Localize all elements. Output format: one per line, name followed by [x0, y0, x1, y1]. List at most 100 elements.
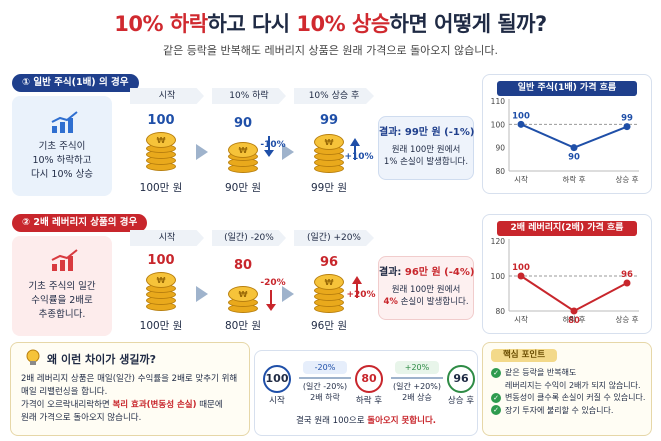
x-tick-label: 하락 후 — [562, 174, 585, 184]
key-points-list: ✓ 같은 등락을 반복해도 레버리지는 수익이 2배가 되지 않습니다. ✓ 변동성… — [491, 367, 651, 417]
line-chart-1: 110 100 90 80 100 시작 90 하락 후 99 상승 후 — [491, 97, 639, 184]
stage-amount: 100만 원 — [139, 182, 183, 194]
result-box: 결과: 96만 원 (-4%) 원래 100만 원에서 4% 손실이 발생합니다… — [378, 256, 474, 320]
stage-amount: 100만 원 — [139, 320, 183, 332]
arrow-up-icon — [350, 138, 360, 160]
data-label: 90 — [568, 153, 580, 163]
key-points-panel: 핵심 포인트 ✓ 같은 등락을 반복해도 레버리지는 수익이 2배가 되지 않습니… — [482, 342, 652, 436]
data-point — [517, 272, 525, 280]
result-body: 원래 100만 원에서 4% 손실이 발생합니다. — [379, 284, 473, 308]
flow-step2-tag: +20% — [395, 361, 439, 374]
chart-title: 2배 레버리지(2배) 가격 흐름 — [497, 221, 637, 236]
flow-step2-desc: (일간 +20%) 2배 상승 — [387, 381, 447, 403]
stage-label: (일간) +20% — [294, 230, 374, 246]
key-point: ✓ 장기 투자에 불리할 수 있습니다. — [491, 405, 651, 418]
coin-stack-icon: ₩ — [228, 140, 260, 174]
x-tick-label: 상승 후 — [615, 314, 638, 324]
flow-start-label: 시작 — [269, 396, 285, 406]
result-heading: 결과: 99만 원 (-1%) — [379, 127, 475, 138]
section1-badge: ① 일반 주식(1배) 의 경우 — [12, 74, 139, 92]
info-line: 추종합니다. — [38, 309, 86, 320]
check-icon: ✓ — [491, 392, 501, 403]
result-heading: 결과: 96만 원 (-4%) — [379, 263, 474, 278]
arrow-down-icon — [266, 290, 276, 311]
change-down-label: -20% — [260, 278, 286, 288]
check-icon: ✓ — [491, 367, 501, 378]
why-line: 원래 가격으로 돌아오지 않습니다. — [21, 413, 142, 423]
flow-panel: 100 시작 -20% (일간 -20%) 2배 하락 80 하락 후 +20% … — [254, 350, 478, 436]
y-tick-label: 80 — [495, 307, 505, 316]
stage-label: 시작 — [130, 88, 204, 104]
coin-stack-icon: ₩ — [314, 274, 346, 314]
change-up-label: +10% — [344, 152, 374, 162]
info-line: 기초 주식이 — [38, 141, 86, 152]
chart-panel-1: 일반 주식(1배) 가격 흐름 110 100 90 80 100 시작 90 하락 후 99 상… — [482, 74, 652, 194]
result-line: 원래 100만 원에서 — [391, 145, 461, 155]
chart-panel-2: 2배 레버리지(2배) 가격 흐름 120 100 80 100 시작 80 하락 후 96 상… — [482, 214, 652, 334]
y-tick-label: 100 — [491, 272, 506, 281]
data-point — [517, 120, 525, 128]
x-tick-label: 하락 후 — [562, 314, 585, 324]
flow-step1-tag: -20% — [303, 361, 347, 374]
key-point-text: 장기 투자에 불리할 수 있습니다. — [505, 405, 614, 415]
coin-stack-icon: ₩ — [228, 284, 260, 314]
x-tick-label: 상승 후 — [615, 174, 638, 184]
y-tick-label: 100 — [491, 120, 506, 129]
stage-value: 80 — [233, 258, 253, 273]
arrow-down-icon — [264, 136, 274, 157]
key-point-text: 변동성이 클수록 손실이 커질 수 있습니다. — [505, 393, 646, 402]
check-icon: ✓ — [491, 405, 501, 415]
info-line: 10% 하락하고 — [32, 155, 92, 166]
flow-step1-desc: (일간 -20%) 2배 하락 — [295, 381, 355, 403]
arrow-right-icon — [196, 144, 208, 160]
key-point-text: 레버리지는 수익이 2배가 되지 않습니다. — [505, 380, 641, 390]
arrow-right-icon — [282, 144, 294, 160]
result-text: 손실이 발생합니다. — [397, 297, 469, 307]
flow-conclusion-highlight: 돌아오지 못합니다. — [367, 416, 436, 426]
flow-desc-line: (일간 -20%) — [302, 382, 348, 391]
arrow-up-icon — [352, 276, 362, 298]
stage-amount: 96만 원 — [310, 320, 348, 332]
chart-up-icon — [51, 249, 78, 271]
stage-value: 100 — [147, 253, 175, 268]
why-text: 때문에 — [196, 400, 223, 410]
data-label: 96 — [621, 270, 633, 280]
flow-desc-line: (일간 +20%) — [393, 382, 441, 391]
stage-value: 99 — [319, 113, 339, 128]
result-line: 4% 손실이 발생합니다. — [379, 296, 473, 308]
series-line — [520, 275, 628, 313]
data-label: 99 — [621, 114, 633, 124]
flow-desc-line: 2배 상승 — [402, 393, 432, 402]
flow-desc-line: 2배 하락 — [310, 393, 340, 402]
why-body: 2배 레버리지 상품은 매일(일간) 수익률을 2배로 맞추기 위해 매일 리밸… — [21, 373, 249, 425]
chart-up-icon — [51, 111, 78, 133]
stage-amount: 90만 원 — [224, 182, 262, 194]
key-point: ✓ 변동성이 클수록 손실이 커질 수 있습니다. — [491, 392, 651, 405]
key-points-heading: 핵심 포인트 — [491, 349, 557, 362]
x-tick-label: 시작 — [514, 174, 528, 184]
stage-value: 90 — [233, 116, 253, 131]
arrow-right-icon — [282, 286, 294, 302]
why-heading: 왜 이런 차이가 생길까? — [47, 353, 156, 366]
key-point: ✓ 같은 등락을 반복해도 — [491, 367, 651, 380]
flow-start-circle: 100 — [263, 365, 291, 393]
flow-conclusion: 결국 원래 100으로 돌아오지 못합니다. — [255, 415, 477, 428]
result-box: 결과: 99만 원 (-1%) 원래 100만 원에서 1% 손실이 발생합니다… — [378, 116, 474, 180]
change-up-label: +20% — [346, 290, 376, 300]
flow-mid-label: 하락 후 — [355, 396, 383, 406]
data-point — [570, 144, 578, 152]
y-tick-label: 90 — [495, 144, 505, 153]
chart-title: 일반 주식(1배) 가격 흐름 — [497, 81, 637, 96]
flow-end-label: 상승 후 — [447, 396, 475, 406]
flow-end-circle: 96 — [447, 365, 475, 393]
page-subtitle: 같은 등락을 반복해도 레버리지 상품은 원래 가격으로 돌아오지 않습니다. — [162, 44, 499, 57]
result-highlight: 4% — [383, 297, 398, 307]
why-line: 2배 레버리지 상품은 매일(일간) 수익률을 2배로 맞추기 위해 — [21, 374, 238, 384]
why-line: 가격이 오르락내리락하면 복리 효과(변동성 손실) 때문에 — [21, 399, 249, 412]
stage-label: 시작 — [130, 230, 204, 246]
flow-mid-circle: 80 — [355, 365, 383, 393]
stage-label: (일간) -20% — [212, 230, 286, 246]
key-point-text: 같은 등락을 반복해도 — [505, 368, 577, 377]
page-title: 10% 하락하고 다시 10% 상승하면 어떻게 될까? — [114, 12, 547, 36]
stage-label: 10% 상승 후 — [294, 88, 374, 104]
